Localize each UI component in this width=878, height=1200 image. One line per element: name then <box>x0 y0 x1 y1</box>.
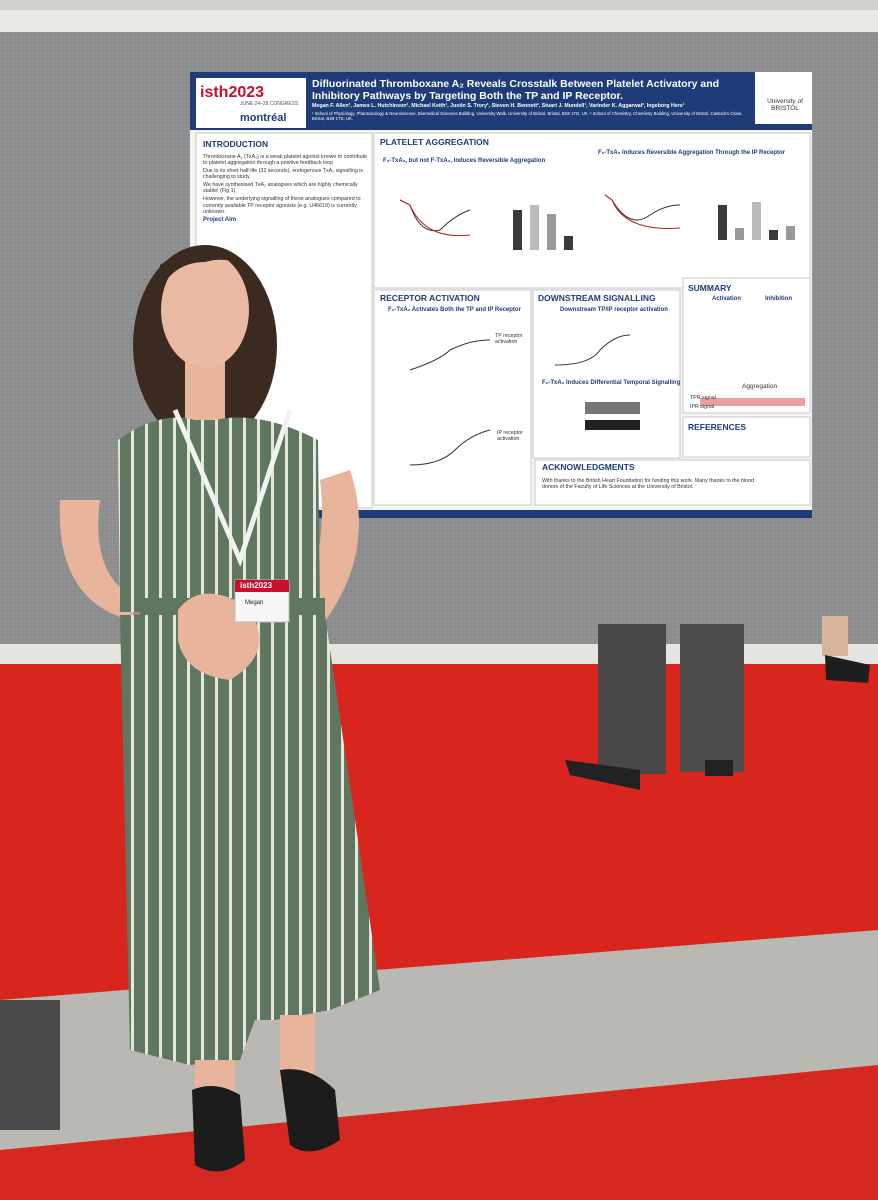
label: IP receptor activation <box>497 430 523 443</box>
logo-box <box>196 78 306 128</box>
section-heading: INTRODUCTION <box>203 139 269 149</box>
aim: Project Aim <box>203 216 237 223</box>
poster-title: Difluorinated Thromboxane A₂ Reveals Cro… <box>312 78 720 103</box>
label: Aggregation <box>742 383 778 390</box>
subheading: Downstream TP/IP receptor activation <box>560 307 668 313</box>
acknowledgments: With thanks to the British Heart Foundat… <box>542 478 754 491</box>
panel <box>682 277 811 414</box>
signal-bar <box>700 398 805 406</box>
other-person <box>565 616 870 790</box>
floor-edge <box>0 1000 60 1130</box>
section-heading: DOWNSTREAM SIGNALLING <box>538 293 656 303</box>
badge-brand: isth2023 <box>240 581 273 590</box>
label: IPR signal <box>690 404 715 410</box>
bar-figures <box>513 202 795 430</box>
university: University of BRISTOL <box>767 98 803 113</box>
bullet: However, the underlying signalling of th… <box>203 196 361 215</box>
badge-name: Megan <box>245 600 264 606</box>
figures <box>399 194 681 466</box>
section-heading: REFERENCES <box>688 422 747 432</box>
panel <box>682 416 811 458</box>
university-box <box>755 72 812 124</box>
logo-city: montréal <box>240 112 287 124</box>
poster-footer <box>190 510 812 518</box>
logo-brand: isth2023 <box>200 84 265 101</box>
label: TP receptor activation <box>495 333 523 346</box>
intro-bullets: Thromboxane A₂ (TxA₂) is a weak platelet… <box>203 154 368 224</box>
panel <box>373 132 811 289</box>
bullet: We have synthesised TxA₂ analogues which… <box>203 182 358 195</box>
section-heading: SUMMARY <box>688 283 732 293</box>
board-frame <box>0 10 878 32</box>
label: Activation <box>712 296 742 302</box>
bullet: Thromboxane A₂ (TxA₂) is a weak platelet… <box>203 154 367 167</box>
panel <box>373 289 532 506</box>
affiliation: ¹ School of Physiology, Pharmacology & N… <box>312 111 743 121</box>
subheading: F₂-TxA₂ Induces Reversible Aggregation T… <box>598 150 786 156</box>
label: TPR signal <box>690 395 716 401</box>
subheading: F₂-TxA₂, but not F-TxA₂, Induces Reversi… <box>383 158 546 164</box>
label: Inhibition <box>765 296 792 302</box>
logo-dates: JUNE 24–28 CONGRESS <box>240 101 299 107</box>
section-heading: PLATELET AGGREGATION <box>380 137 489 147</box>
section-heading: ACKNOWLEDGMENTS <box>542 462 635 472</box>
authors: Megan F. Allen¹, James L. Hutchinson¹, M… <box>312 103 685 109</box>
person <box>59 245 380 1172</box>
subheading: F₂-TxA₂ Induces Differential Temporal Si… <box>542 380 681 386</box>
panel <box>534 459 811 506</box>
subheading: F₂-TxA₂ Activates Both the TP and IP Rec… <box>388 307 521 313</box>
bullet: Due to its short half-life (32 seconds),… <box>203 168 364 181</box>
section-heading: RECEPTOR ACTIVATION <box>380 293 480 303</box>
